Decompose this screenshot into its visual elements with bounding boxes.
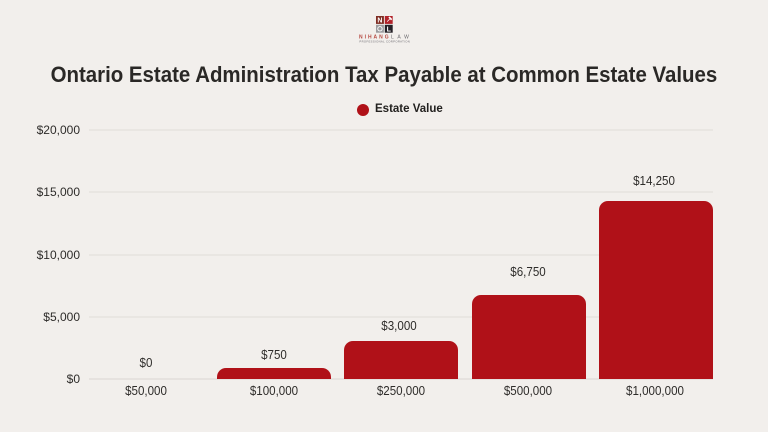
svg-text:N: N [377, 18, 382, 25]
svg-text:PROFESSIONAL CORPORATION: PROFESSIONAL CORPORATION [359, 40, 409, 44]
svg-text:NIHANG: NIHANG [359, 35, 389, 41]
svg-text:L: L [387, 26, 392, 33]
svg-text:LAW: LAW [391, 35, 409, 41]
